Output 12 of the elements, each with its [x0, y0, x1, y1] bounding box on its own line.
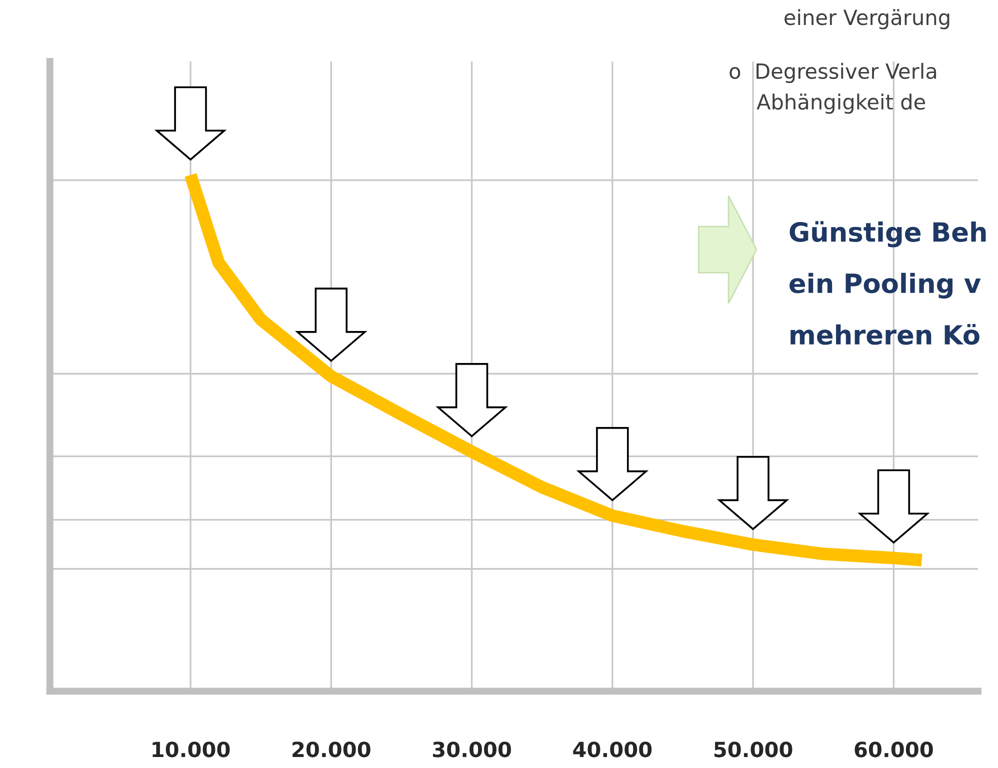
x-tick-label: 50.000 — [714, 742, 792, 758]
x-tick-label: 40.000 — [573, 742, 652, 758]
annotation: Günstige Beh — [790, 221, 986, 248]
text: Abhängigkeit de — [756, 94, 926, 114]
text: einer Vergärung — [784, 9, 950, 30]
x-tick-label: 30.000 — [432, 742, 511, 758]
annotation: ein Pooling v — [790, 272, 981, 299]
x-tick-label: 20.000 — [292, 742, 370, 758]
x-tick-label: 10.000 — [152, 742, 230, 758]
text: o Degressiver Verla — [730, 62, 936, 84]
x-tick-label: 60.000 — [854, 742, 933, 758]
annotation: mehreren Kö — [790, 324, 980, 345]
